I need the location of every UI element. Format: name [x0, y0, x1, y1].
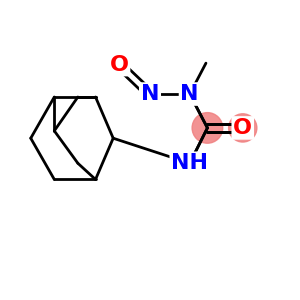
Text: O: O: [233, 118, 252, 138]
Text: O: O: [110, 55, 129, 75]
Circle shape: [192, 112, 223, 143]
Text: N: N: [181, 84, 199, 104]
Text: N: N: [141, 84, 159, 104]
Circle shape: [229, 114, 257, 142]
Text: NH: NH: [171, 153, 208, 173]
